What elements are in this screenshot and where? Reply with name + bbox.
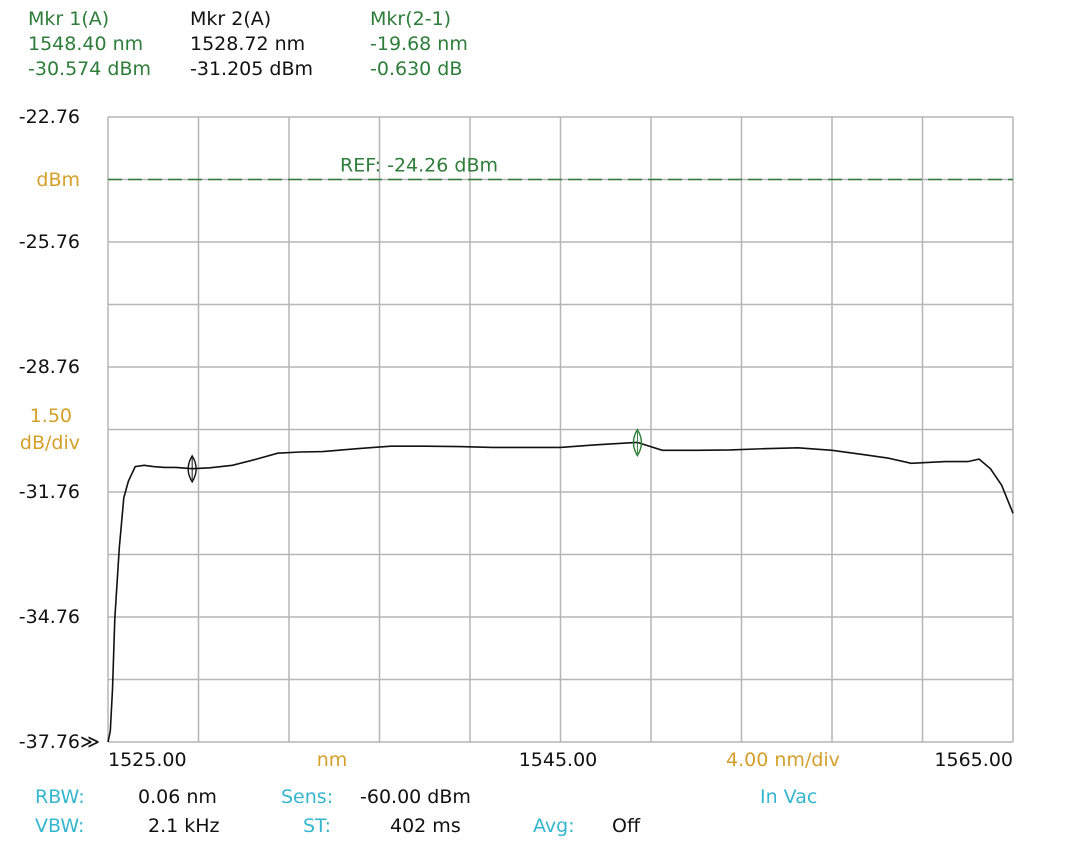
y-tick-label: -28.76: [18, 356, 80, 378]
st-label: ST:: [303, 815, 331, 837]
vbw-label: VBW:: [35, 815, 85, 837]
x-tick-label-left: 1525.00: [108, 749, 187, 771]
y-tick-label: -22.76: [18, 106, 80, 128]
delta-marker-title: Mkr(2-1): [370, 8, 452, 30]
marker1-power: -30.574 dBm: [28, 58, 151, 80]
vbw-value: 2.1 kHz: [148, 815, 220, 837]
sens-label: Sens:: [281, 786, 334, 808]
avg-label: Avg:: [533, 815, 575, 837]
marker2-wavelength: 1528.72 nm: [190, 33, 306, 55]
avg-value: Off: [612, 815, 641, 837]
spectrum-trace: [107, 441, 1014, 743]
scale-unit-label: dB/div: [19, 432, 80, 454]
marker-2: [187, 454, 197, 484]
rbw-label: RBW:: [35, 786, 85, 808]
bottom-marker-indicator: ≫: [80, 731, 100, 753]
y-tick-label: -25.76: [18, 231, 80, 253]
reference-label: REF: -24.26 dBm: [340, 155, 498, 177]
sens-value: -60.00 dBm: [360, 786, 471, 808]
delta-marker-wavelength: -19.68 nm: [370, 33, 468, 55]
marker1-wavelength: 1548.40 nm: [28, 33, 144, 55]
grid: [107, 116, 1014, 743]
y-tick-label: -31.76: [18, 481, 80, 503]
x-tick-label-right: 1565.00: [934, 749, 1013, 771]
vacuum-mode: In Vac: [760, 786, 818, 808]
y-unit-label: dBm: [36, 169, 80, 191]
rbw-value: 0.06 nm: [138, 786, 217, 808]
scale-value-label: 1.50: [29, 405, 72, 427]
marker1-title: Mkr 1(A): [28, 8, 110, 30]
x-unit-label: nm: [316, 749, 348, 771]
marker2-title: Mkr 2(A): [190, 8, 272, 30]
y-tick-label: -37.76: [18, 731, 80, 753]
markers: [187, 428, 643, 484]
x-tick-label-center: 1545.00: [518, 749, 598, 771]
y-tick-label: -34.76: [18, 606, 80, 628]
x-scale-label: 4.00 nm/div: [726, 749, 840, 771]
st-value: 402 ms: [390, 815, 461, 837]
delta-marker-power: -0.630 dB: [370, 58, 463, 80]
marker2-power: -31.205 dBm: [190, 58, 313, 80]
marker-1: [632, 428, 643, 457]
